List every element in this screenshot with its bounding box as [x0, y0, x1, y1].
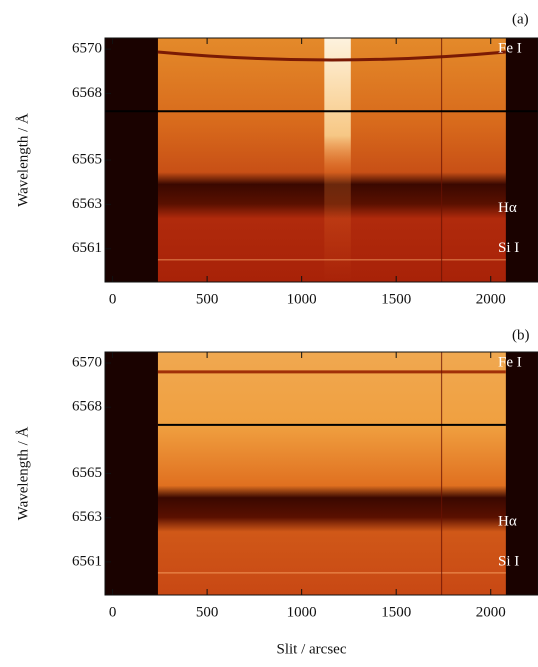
x-tick-label: 0 [109, 291, 117, 307]
x-tick-label: 0 [109, 604, 117, 620]
y-tick-label: 6570 [72, 41, 102, 57]
y-tick-label: 6563 [72, 509, 102, 525]
fe-line [157, 50, 506, 62]
x-tick-label: 500 [196, 291, 219, 307]
slit-region [157, 352, 506, 595]
line-annotation: Si I [498, 240, 519, 256]
panel-label: (a) [512, 11, 529, 27]
x-axis-label: Slit / arcsec [277, 641, 347, 657]
y-tick-label: 6563 [72, 196, 102, 212]
x-tick-label: 1000 [287, 291, 317, 307]
y-axis-label: Wavelength / Å [15, 113, 31, 207]
x-tick-label: 1500 [381, 604, 411, 620]
line-annotation: Fe I [498, 41, 522, 57]
y-tick-label: 6565 [72, 151, 102, 167]
x-tick-label: 1000 [287, 604, 317, 620]
x-tick-label: 2000 [476, 604, 506, 620]
x-tick-label: 500 [196, 604, 219, 620]
y-tick-label: 6568 [72, 85, 102, 101]
line-annotation: Fe I [498, 354, 522, 370]
panel-label: (b) [512, 327, 530, 343]
line-annotation: Hα [498, 514, 517, 530]
line-annotation: Hα [498, 200, 517, 216]
spectrum-image [104, 351, 538, 596]
y-tick-label: 6561 [72, 553, 102, 569]
spectrum-image [104, 37, 538, 283]
y-tick-label: 6565 [72, 465, 102, 481]
y-tick-label: 6561 [72, 240, 102, 256]
x-tick-label: 1500 [381, 291, 411, 307]
bright-column [324, 38, 351, 282]
y-axis-label: Wavelength / Å [15, 426, 31, 520]
y-tick-label: 6568 [72, 399, 102, 415]
y-tick-label: 6570 [72, 354, 102, 370]
x-tick-label: 2000 [476, 291, 506, 307]
line-annotation: Si I [498, 553, 519, 569]
